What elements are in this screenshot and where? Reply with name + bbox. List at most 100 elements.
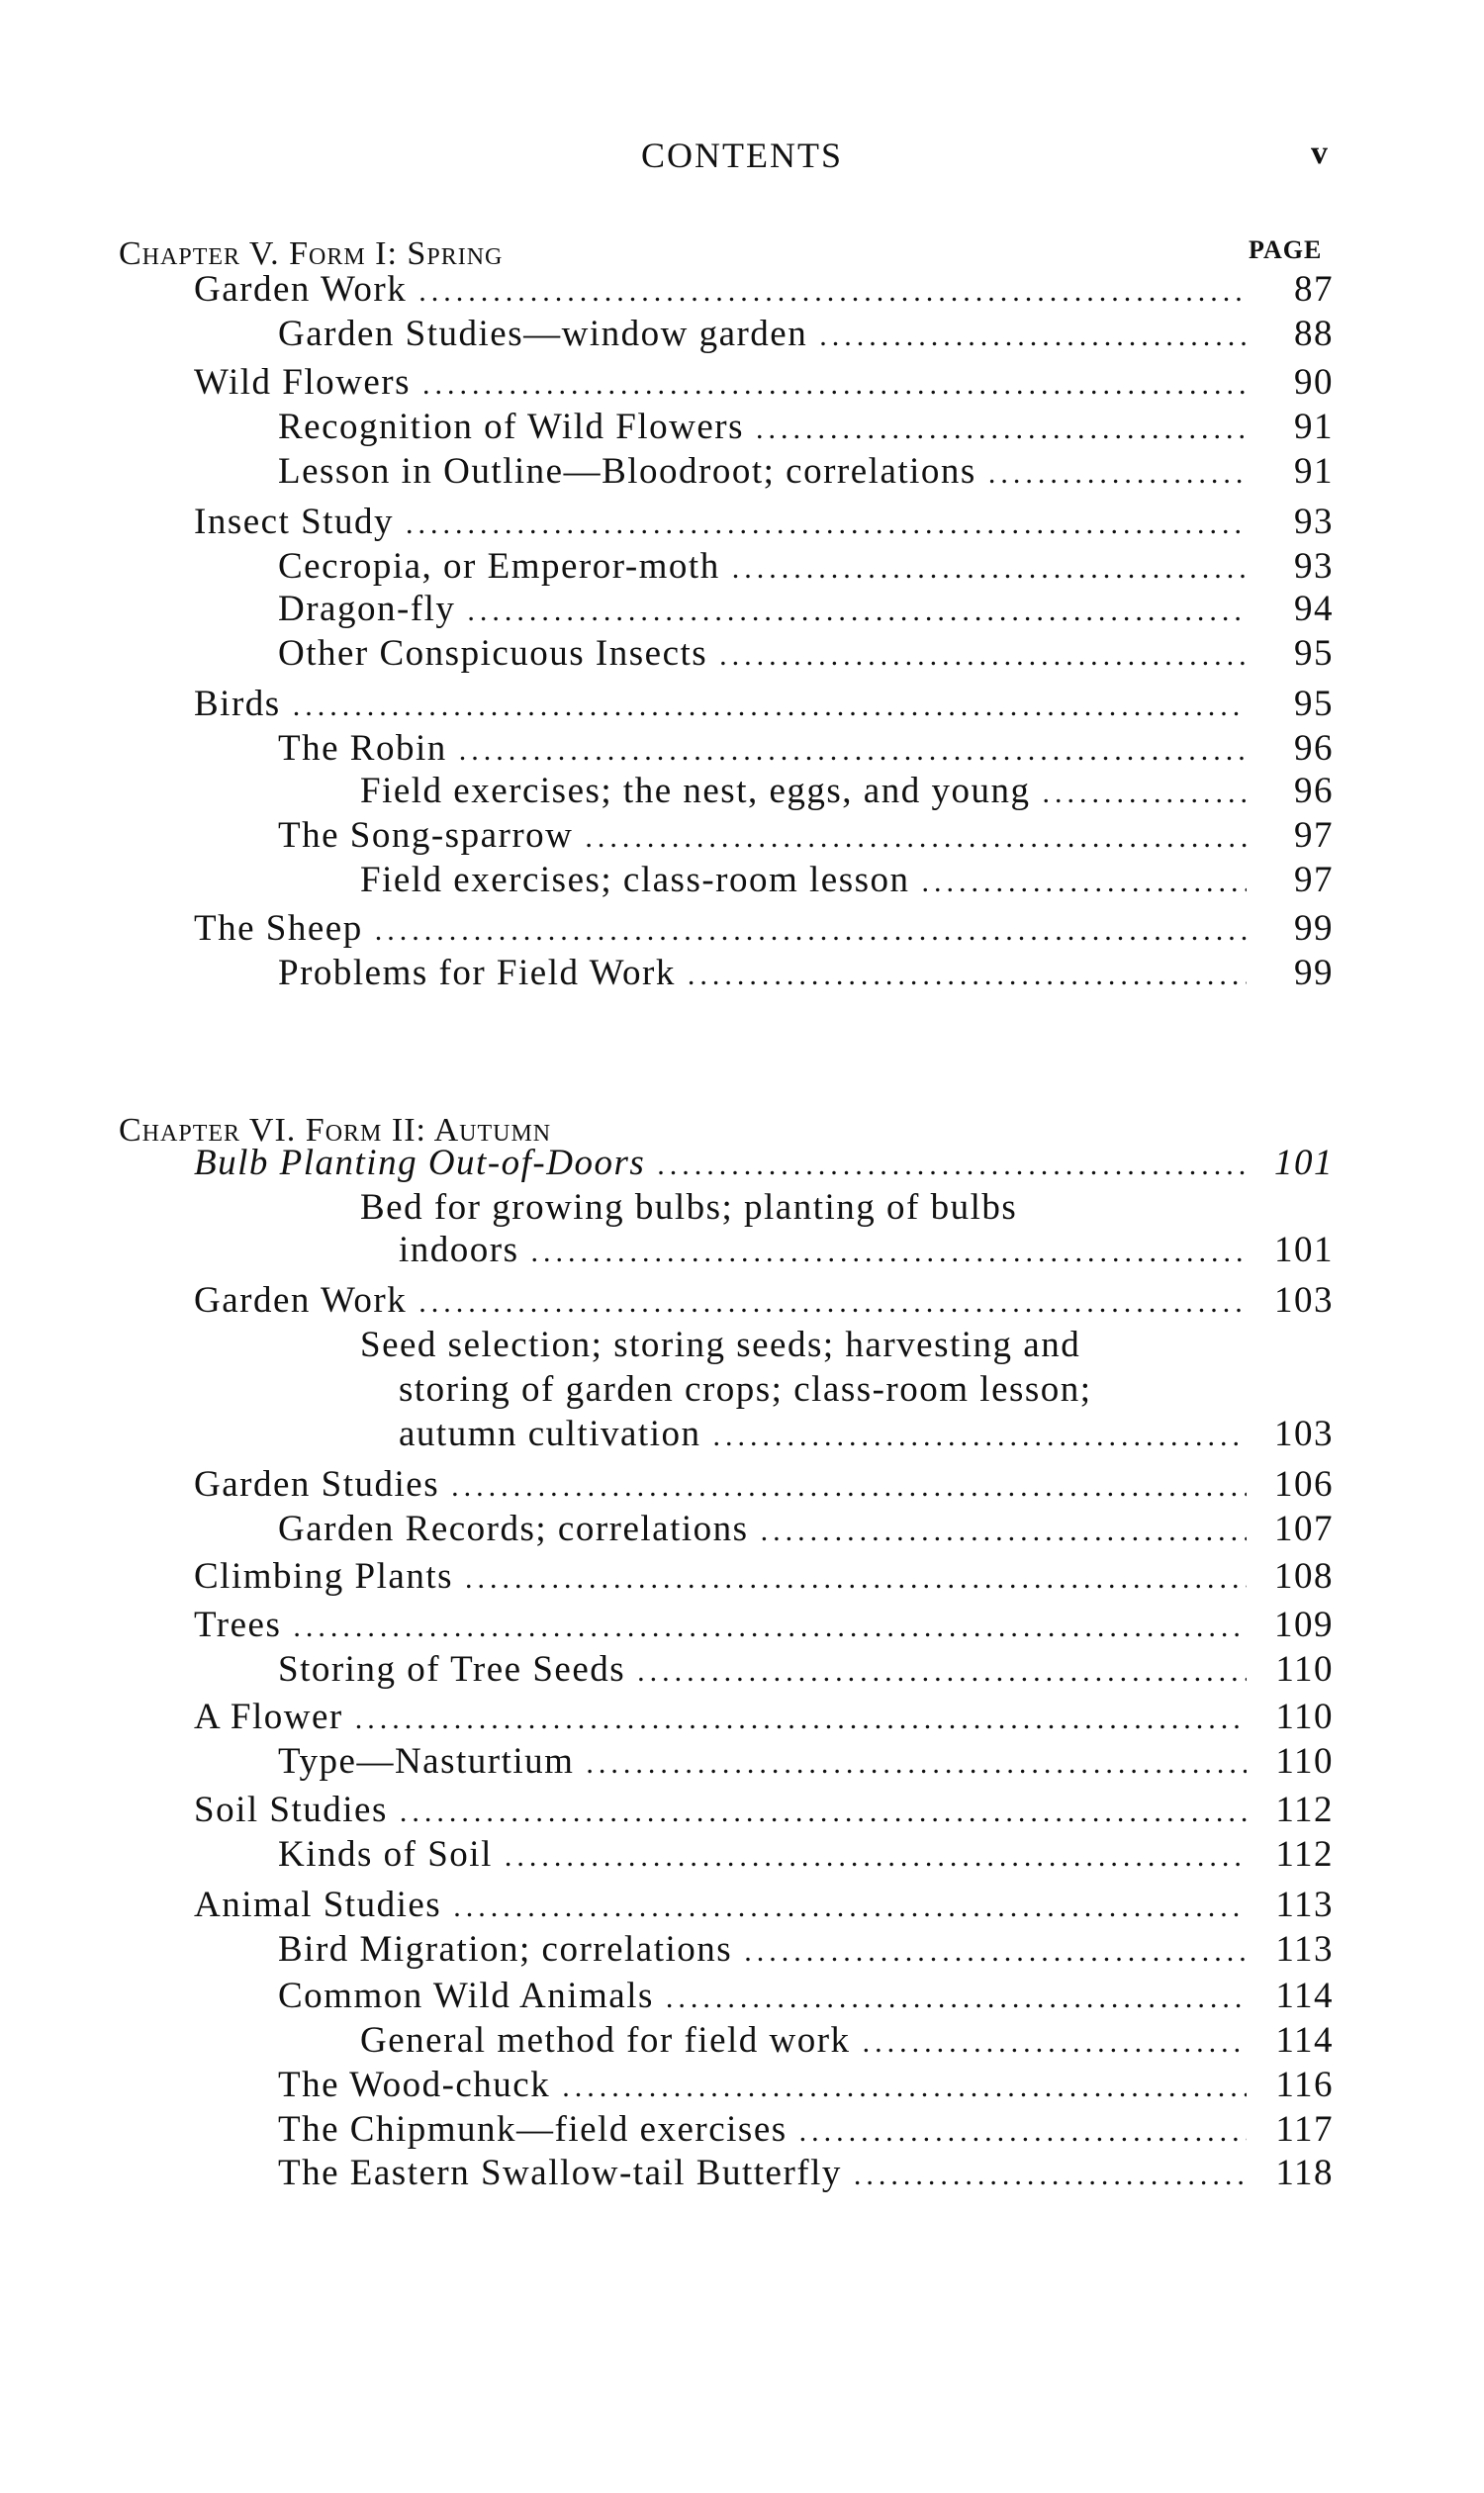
toc-entry-page: 114: [1275, 2020, 1334, 2061]
toc-entry[interactable]: Climbing Plants.........................…: [194, 1555, 1334, 1601]
dot-leader: ........................................…: [293, 1611, 1247, 1643]
toc-entry[interactable]: Trees...................................…: [194, 1604, 1334, 1649]
dot-leader: ........................................…: [760, 1515, 1247, 1547]
dot-leader: ........................................…: [453, 1891, 1247, 1923]
toc-entry-title: Bulb Planting Out-of-Doors: [194, 1143, 646, 1183]
toc-entry-page: 101: [1274, 1143, 1334, 1183]
toc-entry[interactable]: Kinds of Soil...........................…: [278, 1833, 1334, 1879]
toc-entry[interactable]: Type—Nasturtium.........................…: [278, 1740, 1334, 1786]
toc-entry-title: Bed for growing bulbs; planting of bulbs: [360, 1187, 1018, 1228]
toc-entry-page: 87: [1294, 269, 1334, 310]
toc-entry-page: 112: [1275, 1790, 1334, 1830]
dot-leader: ........................................…: [712, 1420, 1247, 1452]
toc-entry-page: 117: [1275, 2109, 1334, 2150]
toc-entry[interactable]: Field exercises; class-room lesson......…: [360, 859, 1334, 904]
toc-entry[interactable]: Bed for growing bulbs; planting of bulbs…: [360, 1186, 1334, 1232]
toc-entry-title: Kinds of Soil: [278, 1834, 493, 1875]
dot-leader: ........................................…: [421, 368, 1247, 401]
toc-entry-title: Recognition of Wild Flowers: [278, 407, 744, 447]
toc-entry[interactable]: Garden Studies—window garden............…: [278, 313, 1334, 358]
toc-entry-title: Garden Records; correlations: [278, 1509, 749, 1549]
toc-entry-title: Garden Studies: [194, 1464, 440, 1505]
toc-entry-title: Field exercises; the nest, eggs, and you…: [360, 771, 1031, 811]
toc-entry[interactable]: Lesson in Outline—Bloodroot; correlation…: [278, 450, 1334, 496]
toc-entry[interactable]: The Wood-chuck..........................…: [278, 2064, 1334, 2109]
toc-entry-title: Other Conspicuous Insects: [278, 633, 708, 674]
dot-leader: ........................................…: [1042, 777, 1247, 809]
toc-entry-page: 97: [1294, 815, 1334, 856]
toc-entry-page: 101: [1274, 1230, 1334, 1270]
dot-leader: ........................................…: [719, 639, 1247, 672]
toc-entry-page: 97: [1294, 860, 1334, 900]
page-column-label: PAGE: [1249, 235, 1323, 264]
toc-entry-page: 96: [1294, 728, 1334, 769]
toc-entry-page: 91: [1294, 451, 1334, 492]
toc-entry-title: Insect Study: [194, 502, 394, 542]
toc-entry[interactable]: The Song-sparrow........................…: [278, 814, 1334, 860]
dot-leader: ........................................…: [562, 2071, 1247, 2103]
dot-leader: ........................................…: [399, 1796, 1247, 1828]
toc-entry-title: Dragon-fly: [278, 589, 456, 629]
toc-entry[interactable]: Problems for Field Work.................…: [278, 952, 1334, 997]
toc-entry[interactable]: The Chipmunk—field exercises............…: [278, 2108, 1334, 2154]
dot-leader: ........................................…: [853, 2159, 1247, 2191]
toc-entry-title: Garden Work: [194, 1280, 408, 1321]
toc-entry-title: The Robin: [278, 728, 447, 769]
toc-entry[interactable]: The Robin...............................…: [278, 727, 1334, 773]
toc-entry-title: A Flower: [194, 1697, 343, 1737]
dot-leader: ........................................…: [744, 1935, 1247, 1968]
toc-entry[interactable]: Birds...................................…: [194, 683, 1334, 728]
dot-leader: ........................................…: [354, 1703, 1247, 1735]
dot-leader: ........................................…: [637, 1655, 1247, 1688]
toc-entry[interactable]: Animal Studies..........................…: [194, 1884, 1334, 1929]
toc-entry[interactable]: Seed selection; storing seeds; harvestin…: [360, 1324, 1334, 1369]
toc-entry-title: General method for field work: [360, 2020, 851, 2061]
toc-entry-page: 110: [1275, 1649, 1334, 1690]
dot-leader: ........................................…: [862, 2026, 1247, 2059]
toc-entry-page: 93: [1294, 546, 1334, 587]
toc-entry[interactable]: autumn cultivation......................…: [399, 1413, 1334, 1458]
toc-entry[interactable]: Common Wild Animals.....................…: [278, 1975, 1334, 2020]
toc-entry[interactable]: Garden Records; correlations............…: [278, 1508, 1334, 1553]
dot-leader: ........................................…: [585, 821, 1247, 854]
dot-leader: ........................................…: [921, 866, 1247, 898]
toc-entry-page: 116: [1275, 2065, 1334, 2105]
dot-leader: ........................................…: [665, 1982, 1247, 2014]
toc-entry-page: 113: [1275, 1885, 1334, 1925]
toc-entry[interactable]: storing of garden crops; class-room less…: [399, 1368, 1334, 1414]
dot-leader: ........................................…: [374, 914, 1247, 947]
toc-entry[interactable]: Soil Studies............................…: [194, 1789, 1334, 1834]
dot-leader: ........................................…: [504, 1840, 1247, 1873]
toc-entry[interactable]: Insect Study............................…: [194, 501, 1334, 546]
toc-entry-title: Cecropia, or Emperor-moth: [278, 546, 720, 587]
toc-entry-title: Common Wild Animals: [278, 1976, 654, 2016]
toc-entry-page: 114: [1275, 1976, 1334, 2016]
toc-entry[interactable]: Storing of Tree Seeds...................…: [278, 1648, 1334, 1694]
toc-entry[interactable]: Recognition of Wild Flowers.............…: [278, 406, 1334, 451]
toc-entry-title: Storing of Tree Seeds: [278, 1649, 626, 1690]
toc-entry[interactable]: Other Conspicuous Insects...............…: [278, 632, 1334, 678]
toc-entry[interactable]: Bulb Planting Out-of-Doors..............…: [194, 1142, 1334, 1187]
toc-entry[interactable]: Garden Studies..........................…: [194, 1463, 1334, 1509]
toc-entry-title: The Wood-chuck: [278, 2065, 551, 2105]
toc-entry[interactable]: Dragon-fly..............................…: [278, 588, 1334, 633]
toc-entry[interactable]: Garden Work.............................…: [194, 1279, 1334, 1325]
toc-entry[interactable]: Cecropia, or Emperor-moth...............…: [278, 545, 1334, 591]
toc-entry[interactable]: A Flower................................…: [194, 1696, 1334, 1741]
toc-entry[interactable]: Garden Work.............................…: [194, 268, 1334, 314]
toc-entry[interactable]: indoors.................................…: [399, 1229, 1334, 1274]
dot-leader: ........................................…: [451, 1470, 1247, 1503]
toc-entry-title: Garden Studies—window garden: [278, 314, 808, 354]
toc-entry[interactable]: The Sheep...............................…: [194, 907, 1334, 953]
toc-entry-title: Wild Flowers: [194, 362, 411, 403]
toc-entry[interactable]: Wild Flowers............................…: [194, 361, 1334, 407]
toc-entry-title: The Chipmunk—field exercises: [278, 2109, 788, 2150]
toc-entry-page: 99: [1294, 953, 1334, 993]
dot-leader: ........................................…: [458, 734, 1247, 767]
toc-entry[interactable]: The Eastern Swallow-tail Butterfly......…: [278, 2152, 1334, 2197]
toc-entry-title: Problems for Field Work: [278, 953, 676, 993]
toc-entry[interactable]: Field exercises; the nest, eggs, and you…: [360, 770, 1334, 815]
toc-entry[interactable]: General method for field work...........…: [360, 2019, 1334, 2065]
toc-entry[interactable]: Bird Migration; correlations............…: [278, 1928, 1334, 1974]
dot-leader: ........................................…: [586, 1747, 1247, 1780]
